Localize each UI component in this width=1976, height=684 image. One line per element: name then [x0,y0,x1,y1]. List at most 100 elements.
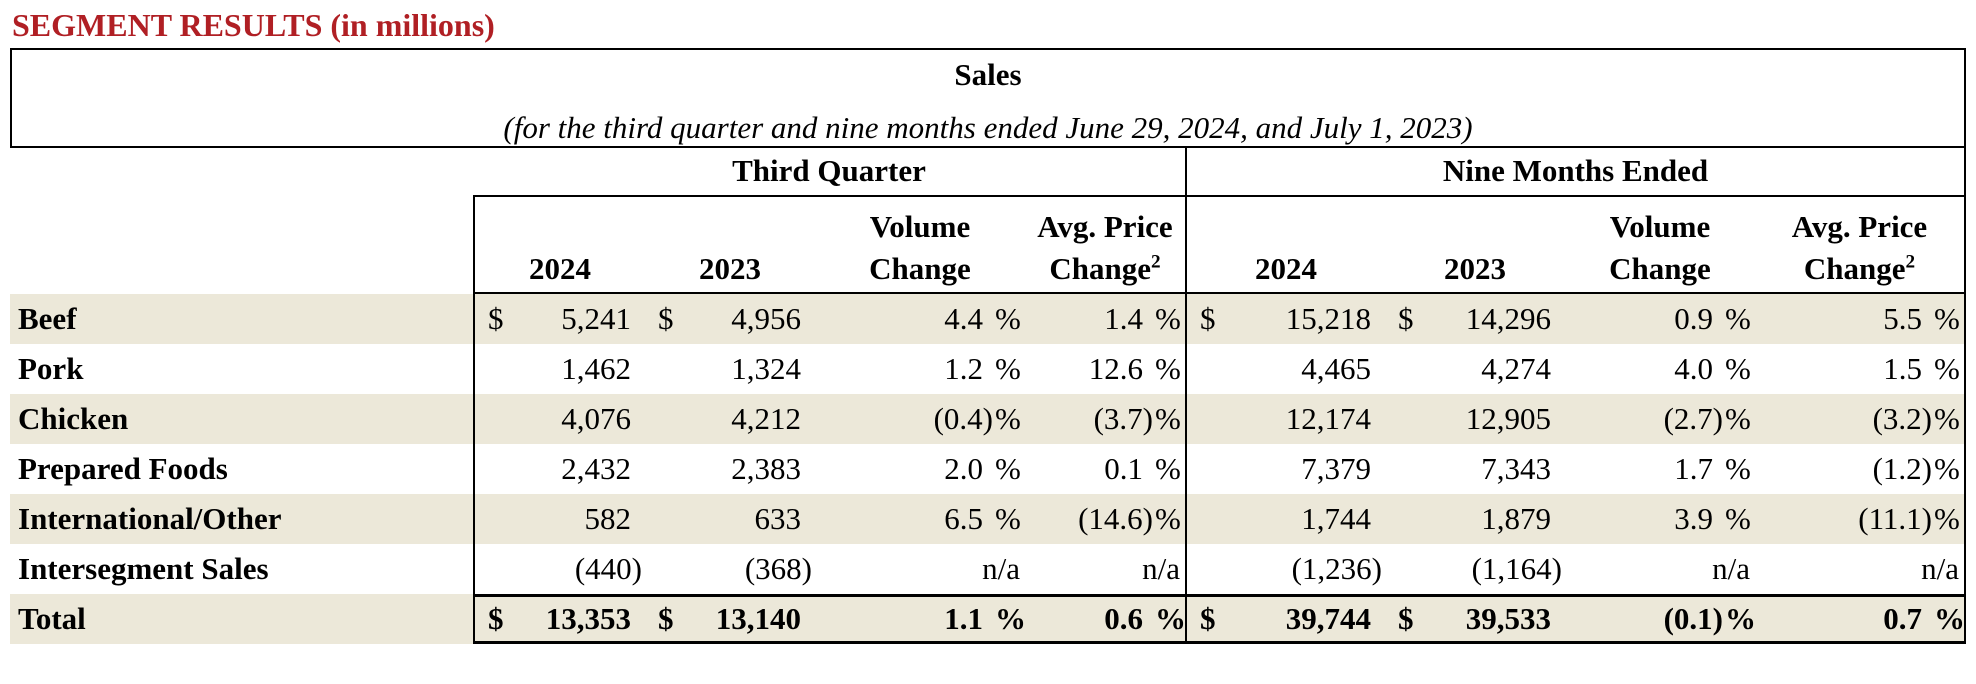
percent-sign: % [995,301,1021,336]
percent-sign: % [1725,501,1751,536]
value: 1,324 [731,351,801,386]
international-tq-2023: 633 [645,494,815,544]
avg-price-line2: Change2 [1049,248,1160,290]
value: 6.5 [944,501,983,536]
beef-nm-2023: $14,296 [1385,294,1565,344]
volume-line2: Change [869,251,971,286]
value: 4,212 [731,401,801,436]
international-nm-2024: 1,744 [1185,494,1385,544]
value: 633 [754,501,802,536]
chicken-tq-2024: 4,076 [473,394,645,444]
table-subtitle: (for the third quarter and nine months e… [503,110,1473,145]
beef-nm-avg-price: 5.5% [1755,294,1966,344]
table-row-pork: Pork 1,462 1,324 1.2% 12.6% 4,465 4,274 … [10,344,1966,394]
value: 13,353 [545,601,631,636]
beef-tq-volume: 4.4% [815,294,1025,344]
header-nm-2024: 2024 [1185,195,1385,294]
value: n/a [982,551,1020,586]
percent-sign: % [1934,301,1960,336]
value: 12,905 [1465,401,1551,436]
value: (2.7) [1663,401,1723,436]
pork-nm-volume: 4.0% [1565,344,1755,394]
percent-sign: % [995,601,1026,636]
value: (14.6) [1078,501,1153,536]
value: 4,465 [1301,351,1371,386]
sales-header-box: Sales (for the third quarter and nine mo… [10,48,1966,148]
value: 1.2 [944,351,983,386]
row-label: Intersegment Sales [18,551,269,586]
value: 39,533 [1465,601,1551,636]
total-tq-avg-price: 0.6% [1025,594,1186,644]
total-tq-volume: 1.1% [815,594,1026,644]
prepared-foods-nm-volume: 1.7% [1565,444,1755,494]
beef-tq-avg-price: 1.4% [1025,294,1185,344]
header-nm-avg-price-change: Avg. Price Change2 [1755,195,1966,294]
year-label: 2024 [529,251,591,286]
value: 2.0 [944,451,983,486]
international-nm-volume: 3.9% [1565,494,1755,544]
percent-sign: % [1725,351,1751,386]
dollar-sign: $ [658,301,674,336]
pork-tq-2023: 1,324 [645,344,815,394]
percent-sign: % [1934,601,1965,636]
section-spacer [10,148,473,195]
segment-results-page: SEGMENT RESULTS (in millions) Sales (for… [10,0,1966,644]
value: (1,236) [1291,551,1382,586]
total-nm-avg-price: 0.7% [1755,594,1966,644]
international-tq-volume: 6.5% [815,494,1025,544]
percent-sign: % [1934,401,1960,436]
value: 1,879 [1481,501,1551,536]
percent-sign: % [1155,501,1181,536]
value: 2,432 [561,451,631,486]
dollar-sign: $ [1398,301,1414,336]
percent-sign: % [995,451,1021,486]
value: 12,174 [1285,401,1371,436]
value: 2,383 [731,451,801,486]
value: 1,744 [1301,501,1371,536]
prepared-foods-tq-avg-price: 0.1% [1025,444,1185,494]
total-tq-2023: $13,140 [645,594,815,644]
percent-sign: % [995,401,1021,436]
value: n/a [1142,551,1180,586]
value: 1.4 [1104,301,1143,336]
international-tq-avg-price: (14.6)% [1025,494,1185,544]
pork-tq-2024: 1,462 [473,344,645,394]
value: n/a [1712,551,1750,586]
beef-tq-2024: $5,241 [473,294,645,344]
total-nm-2023: $39,533 [1385,594,1565,644]
avg-price-change-text: Change [1049,251,1152,286]
intersegment-nm-2023: (1,164) [1385,544,1565,594]
pork-nm-2024: 4,465 [1185,344,1385,394]
value: 4,956 [731,301,801,336]
total-nm-2024: $39,744 [1185,594,1385,644]
percent-sign: % [995,351,1021,386]
value: 0.9 [1674,301,1713,336]
value: (0.4) [933,401,993,436]
prepared-foods-tq-2024: 2,432 [473,444,645,494]
prepared-foods-nm-2024: 7,379 [1185,444,1385,494]
avg-price-line1: Avg. Price [1037,209,1173,244]
chicken-nm-volume: (2.7)% [1565,394,1755,444]
value: (368) [744,551,812,586]
row-label: Beef [18,301,77,336]
value: 15,218 [1285,301,1371,336]
header-tq-avg-price-change: Avg. Price Change2 [1025,195,1185,294]
dollar-sign: $ [658,601,674,636]
row-label: Pork [18,351,84,386]
beef-nm-volume: 0.9% [1565,294,1755,344]
value: 7,379 [1301,451,1371,486]
dollar-sign: $ [1398,601,1414,636]
intersegment-tq-volume: n/a [815,544,1025,594]
value: 4,076 [561,401,631,436]
table-row-chicken: Chicken 4,076 4,212 (0.4)% (3.7)% 12,174… [10,394,1966,444]
row-label: Prepared Foods [18,451,228,486]
value: 5.5 [1883,301,1922,336]
percent-sign: % [1725,601,1756,636]
value: (3.7) [1093,401,1153,436]
international-tq-2024: 582 [473,494,645,544]
prepared-foods-tq-2023: 2,383 [645,444,815,494]
header-spacer [10,195,473,294]
pork-tq-volume: 1.2% [815,344,1025,394]
total-nm-volume: (0.1)% [1565,594,1756,644]
beef-nm-2024: $15,218 [1185,294,1385,344]
